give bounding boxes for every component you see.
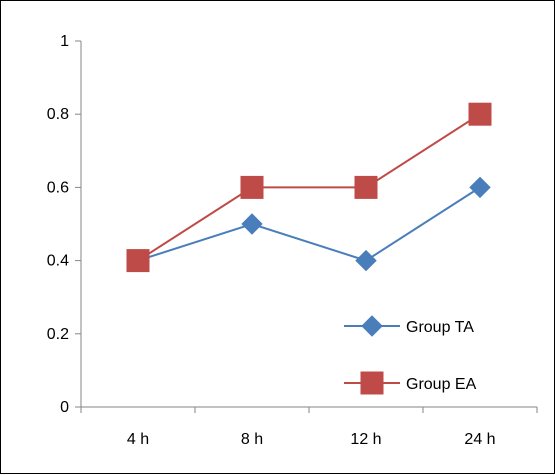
legend-marker [361, 315, 383, 337]
data-point [468, 102, 492, 126]
data-point [355, 249, 377, 272]
x-tick-label: 12 h [350, 431, 381, 448]
legend-marker [360, 371, 384, 395]
x-tick-label: 4 h [127, 431, 149, 448]
y-tick-label: 1 [60, 33, 69, 50]
series-markers [126, 102, 492, 273]
series-lines [137, 113, 481, 262]
data-point [241, 213, 263, 235]
y-tick-label: 0.6 [47, 179, 69, 196]
series-line [137, 113, 481, 262]
data-point [240, 175, 264, 199]
y-tick-label: 0.2 [47, 326, 69, 343]
series-line [137, 186, 481, 262]
y-tick-label: 0 [60, 399, 69, 416]
data-point [469, 176, 491, 199]
x-tick-label: 24 h [464, 431, 495, 448]
legend-label: Group EA [406, 376, 477, 393]
axes: 0 0.2 0.4 0.6 0.8 1 4 h 8 h 12 h 24 h [47, 33, 538, 448]
data-point [126, 249, 150, 273]
x-tick-label: 8 h [241, 431, 263, 448]
legend-label: Group TA [406, 319, 474, 336]
data-point [354, 175, 378, 199]
y-tick-label: 0.8 [47, 106, 69, 123]
legend: Group TA Group EA [344, 315, 477, 395]
y-tick-label: 0.4 [47, 253, 69, 270]
